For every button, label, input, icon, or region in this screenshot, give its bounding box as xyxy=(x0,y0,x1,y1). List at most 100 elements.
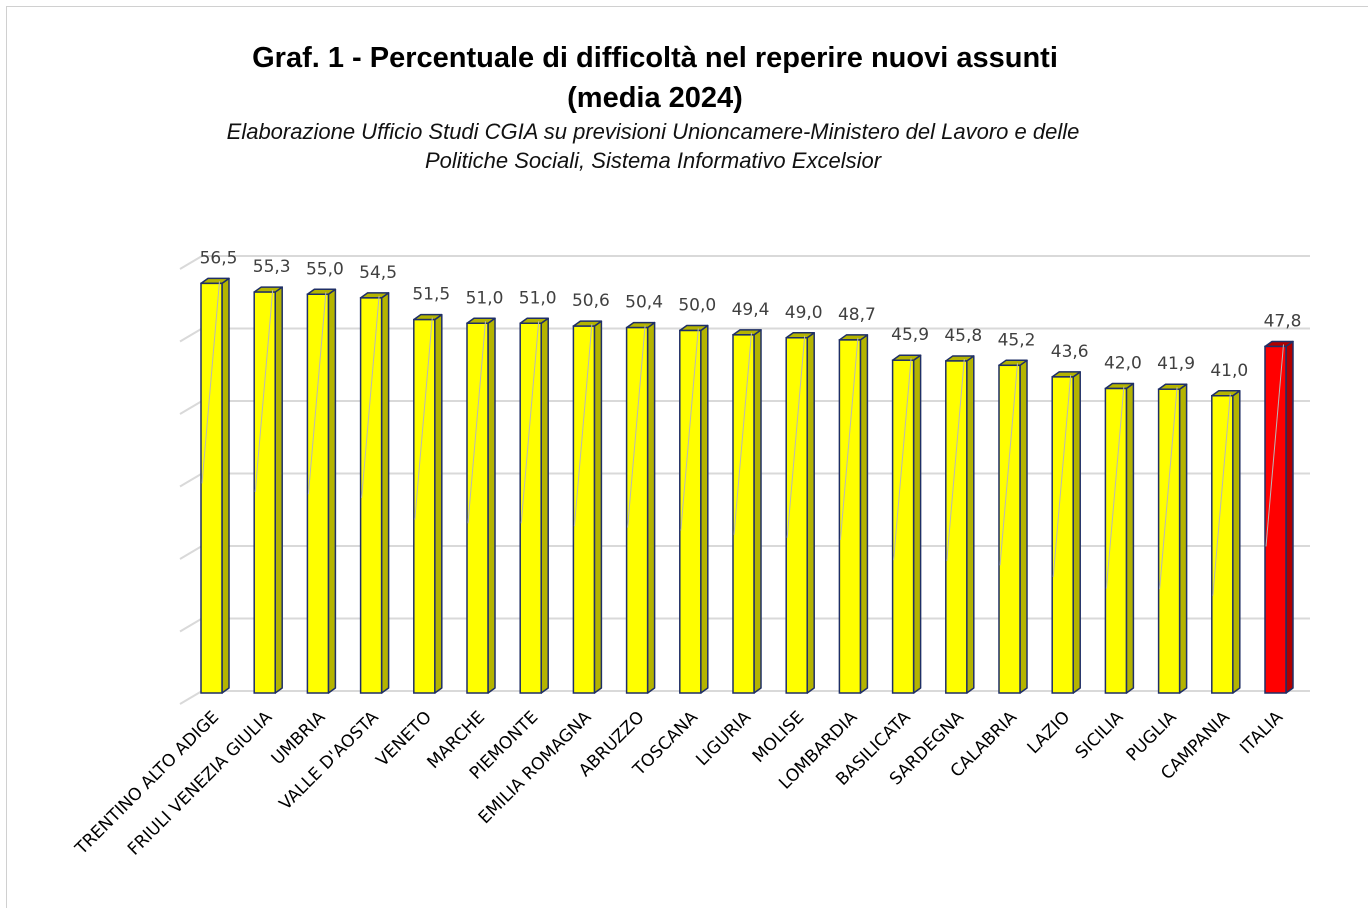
label-leader-line xyxy=(1159,387,1178,590)
bar-front xyxy=(1157,388,1181,694)
gridline-perspective xyxy=(179,400,203,415)
bar-side xyxy=(1072,371,1081,694)
bar-front xyxy=(785,337,808,694)
bar-front xyxy=(1104,387,1128,694)
bar-lombardia xyxy=(838,334,869,694)
data-label: 41,9 xyxy=(1157,354,1195,374)
bar-side xyxy=(646,321,656,694)
bar-side xyxy=(753,329,762,694)
category-label: LIGURIA xyxy=(692,707,755,770)
label-leader-line xyxy=(946,358,965,561)
bar-front xyxy=(891,359,915,694)
category-label: SICILIA xyxy=(1072,707,1128,763)
bar-front xyxy=(200,282,223,694)
data-label: 49,4 xyxy=(732,300,770,320)
gridline-perspective xyxy=(179,690,203,705)
chart-title: Graf. 1 - Percentuale di difficoltà nel … xyxy=(252,42,1058,74)
bar-front xyxy=(732,334,755,694)
data-label: 54,5 xyxy=(359,263,397,283)
bar-lazio xyxy=(1051,371,1081,694)
label-leader-line xyxy=(254,290,274,493)
data-label: 50,6 xyxy=(572,291,610,311)
bar-calabria xyxy=(998,359,1028,694)
label-leader-line xyxy=(839,337,859,540)
bar-side xyxy=(540,317,549,694)
data-label: 47,8 xyxy=(1264,311,1302,331)
label-leader-line xyxy=(414,317,433,520)
chart-frame xyxy=(6,6,1368,908)
bar-side xyxy=(1178,383,1188,694)
gridline-perspective xyxy=(179,617,203,633)
bar-emilia-romagna xyxy=(572,320,603,694)
bar-piemonte xyxy=(519,317,549,694)
bar-front xyxy=(625,326,649,694)
bar-side xyxy=(487,317,496,694)
bar-side xyxy=(1125,382,1135,694)
data-label: 50,4 xyxy=(625,293,663,313)
data-label: 49,0 xyxy=(785,303,823,323)
subtitle-line-1: Elaborazione Ufficio Studi CGIA su previ… xyxy=(226,119,1080,144)
bar-veneto xyxy=(413,313,443,694)
bar-front xyxy=(466,322,489,694)
bar-campania xyxy=(1211,390,1241,694)
bar-abruzzo xyxy=(625,321,656,694)
bar-front xyxy=(519,322,542,694)
bar-side xyxy=(327,288,337,694)
bar-front xyxy=(306,293,330,694)
data-label: 55,3 xyxy=(253,257,291,277)
data-label: 41,0 xyxy=(1210,361,1248,381)
bar-front xyxy=(359,297,383,694)
bar-front xyxy=(1051,376,1074,694)
bar-front xyxy=(1211,395,1234,694)
bar-side xyxy=(1232,390,1241,694)
bar-side xyxy=(966,355,975,694)
label-leader-line xyxy=(307,292,327,495)
bar-side xyxy=(221,277,230,694)
bar-front xyxy=(572,325,596,694)
label-leader-line xyxy=(1265,344,1284,547)
category-label: VALLE D'AOSTA xyxy=(276,707,383,814)
data-label: 45,8 xyxy=(944,326,982,346)
bar-sardegna xyxy=(945,355,975,694)
data-label: 48,7 xyxy=(838,305,876,325)
label-leader-line xyxy=(573,324,593,527)
bar-friuli-venezia-giulia xyxy=(253,286,283,694)
bar-side xyxy=(380,292,390,694)
data-label: 45,2 xyxy=(998,330,1036,350)
label-leader-line xyxy=(893,358,912,561)
category-label: LAZIO xyxy=(1024,707,1075,758)
bar-side xyxy=(859,334,869,694)
label-leader-line xyxy=(201,281,220,484)
bar-front xyxy=(253,291,276,694)
chart-subtitle: Elaborazione Ufficio Studi CGIA su previ… xyxy=(0,117,1306,175)
label-leader-line xyxy=(999,363,1018,566)
bar-front xyxy=(1264,345,1287,694)
bar-liguria xyxy=(732,329,762,694)
bar-front xyxy=(679,329,702,694)
label-leader-line xyxy=(520,321,540,524)
label-leader-line xyxy=(733,332,752,535)
data-label: 55,0 xyxy=(306,259,344,279)
bar-front xyxy=(945,360,968,694)
bar-side xyxy=(1285,340,1294,694)
bar-side xyxy=(274,286,283,694)
data-label: 45,9 xyxy=(891,325,929,345)
label-leader-line xyxy=(1212,393,1231,596)
data-label: 50,0 xyxy=(678,296,716,316)
bar-italia xyxy=(1264,340,1294,694)
bar-side xyxy=(1019,359,1028,694)
label-leader-line xyxy=(1105,386,1125,589)
gridline-perspective xyxy=(179,545,203,560)
bar-front xyxy=(413,318,436,694)
bar-sicilia xyxy=(1104,382,1135,694)
bar-toscana xyxy=(679,324,709,694)
data-label: 56,5 xyxy=(200,248,238,268)
bar-puglia xyxy=(1157,383,1188,694)
bar-side xyxy=(434,313,443,694)
bar-basilicata xyxy=(891,354,922,694)
bar-side xyxy=(593,320,603,694)
chart-title-year: (media 2024) xyxy=(567,82,743,114)
bar-marche xyxy=(466,317,496,694)
label-leader-line xyxy=(680,328,699,531)
